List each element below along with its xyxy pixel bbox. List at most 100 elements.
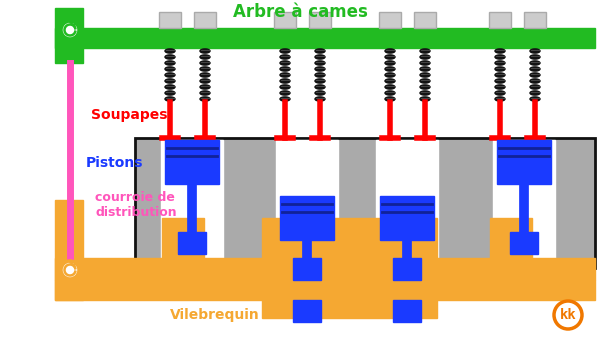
FancyBboxPatch shape [55, 28, 595, 48]
Ellipse shape [280, 55, 290, 59]
FancyBboxPatch shape [380, 196, 434, 240]
Ellipse shape [315, 67, 325, 71]
Ellipse shape [315, 79, 325, 83]
Ellipse shape [165, 49, 175, 53]
FancyBboxPatch shape [493, 140, 555, 266]
Ellipse shape [495, 97, 505, 101]
FancyBboxPatch shape [524, 12, 546, 28]
Ellipse shape [315, 97, 325, 101]
Ellipse shape [420, 79, 430, 83]
FancyBboxPatch shape [497, 140, 551, 184]
Ellipse shape [495, 61, 505, 65]
Ellipse shape [165, 55, 175, 59]
Ellipse shape [165, 97, 175, 101]
FancyBboxPatch shape [510, 232, 538, 254]
Ellipse shape [200, 55, 210, 59]
FancyBboxPatch shape [262, 280, 437, 318]
Ellipse shape [315, 73, 325, 77]
Ellipse shape [385, 67, 395, 71]
Ellipse shape [165, 67, 175, 71]
Text: kk: kk [560, 308, 577, 322]
FancyBboxPatch shape [135, 138, 595, 268]
Ellipse shape [200, 79, 210, 83]
Ellipse shape [530, 49, 540, 53]
FancyBboxPatch shape [293, 258, 321, 280]
Ellipse shape [385, 73, 395, 77]
Ellipse shape [420, 61, 430, 65]
Ellipse shape [420, 49, 430, 53]
Ellipse shape [315, 55, 325, 59]
Ellipse shape [280, 67, 290, 71]
Text: Vilebrequin: Vilebrequin [170, 308, 260, 322]
Circle shape [61, 261, 79, 279]
Ellipse shape [530, 67, 540, 71]
Ellipse shape [165, 73, 175, 77]
Ellipse shape [495, 85, 505, 89]
Ellipse shape [385, 55, 395, 59]
FancyBboxPatch shape [490, 218, 532, 262]
Ellipse shape [280, 91, 290, 95]
FancyBboxPatch shape [393, 300, 421, 322]
Ellipse shape [315, 61, 325, 65]
Ellipse shape [495, 73, 505, 77]
Ellipse shape [420, 97, 430, 101]
Ellipse shape [280, 61, 290, 65]
Ellipse shape [200, 97, 210, 101]
Ellipse shape [385, 85, 395, 89]
Ellipse shape [200, 85, 210, 89]
Text: courroie de
distribution: courroie de distribution [95, 191, 176, 219]
Ellipse shape [280, 49, 290, 53]
Ellipse shape [530, 91, 540, 95]
Ellipse shape [280, 79, 290, 83]
Ellipse shape [495, 67, 505, 71]
Ellipse shape [530, 97, 540, 101]
FancyBboxPatch shape [55, 280, 595, 300]
Ellipse shape [200, 73, 210, 77]
Ellipse shape [165, 79, 175, 83]
Ellipse shape [385, 49, 395, 53]
FancyBboxPatch shape [376, 140, 438, 266]
Ellipse shape [495, 79, 505, 83]
Ellipse shape [530, 79, 540, 83]
Circle shape [554, 301, 582, 329]
Ellipse shape [165, 61, 175, 65]
Ellipse shape [385, 97, 395, 101]
Ellipse shape [530, 61, 540, 65]
Ellipse shape [165, 91, 175, 95]
Ellipse shape [420, 73, 430, 77]
Ellipse shape [530, 55, 540, 59]
Text: Soupapes: Soupapes [91, 108, 168, 122]
FancyBboxPatch shape [55, 258, 595, 280]
Ellipse shape [420, 55, 430, 59]
Ellipse shape [495, 49, 505, 53]
FancyBboxPatch shape [379, 12, 401, 28]
FancyBboxPatch shape [274, 12, 296, 28]
Ellipse shape [495, 55, 505, 59]
FancyBboxPatch shape [165, 140, 219, 184]
Ellipse shape [530, 73, 540, 77]
Ellipse shape [280, 85, 290, 89]
Ellipse shape [200, 91, 210, 95]
FancyBboxPatch shape [414, 12, 436, 28]
FancyBboxPatch shape [161, 140, 223, 266]
FancyBboxPatch shape [55, 8, 83, 63]
Ellipse shape [385, 61, 395, 65]
Ellipse shape [385, 91, 395, 95]
Ellipse shape [165, 85, 175, 89]
FancyBboxPatch shape [159, 12, 181, 28]
Text: Pistons: Pistons [86, 156, 143, 170]
Ellipse shape [280, 97, 290, 101]
Ellipse shape [530, 85, 540, 89]
Ellipse shape [200, 61, 210, 65]
Ellipse shape [315, 49, 325, 53]
FancyBboxPatch shape [393, 258, 421, 280]
Ellipse shape [385, 79, 395, 83]
Ellipse shape [200, 49, 210, 53]
Ellipse shape [420, 85, 430, 89]
Text: Arbre à cames: Arbre à cames [233, 3, 367, 21]
FancyBboxPatch shape [178, 232, 206, 254]
FancyBboxPatch shape [262, 218, 437, 262]
FancyBboxPatch shape [489, 12, 511, 28]
Ellipse shape [280, 73, 290, 77]
Ellipse shape [315, 85, 325, 89]
